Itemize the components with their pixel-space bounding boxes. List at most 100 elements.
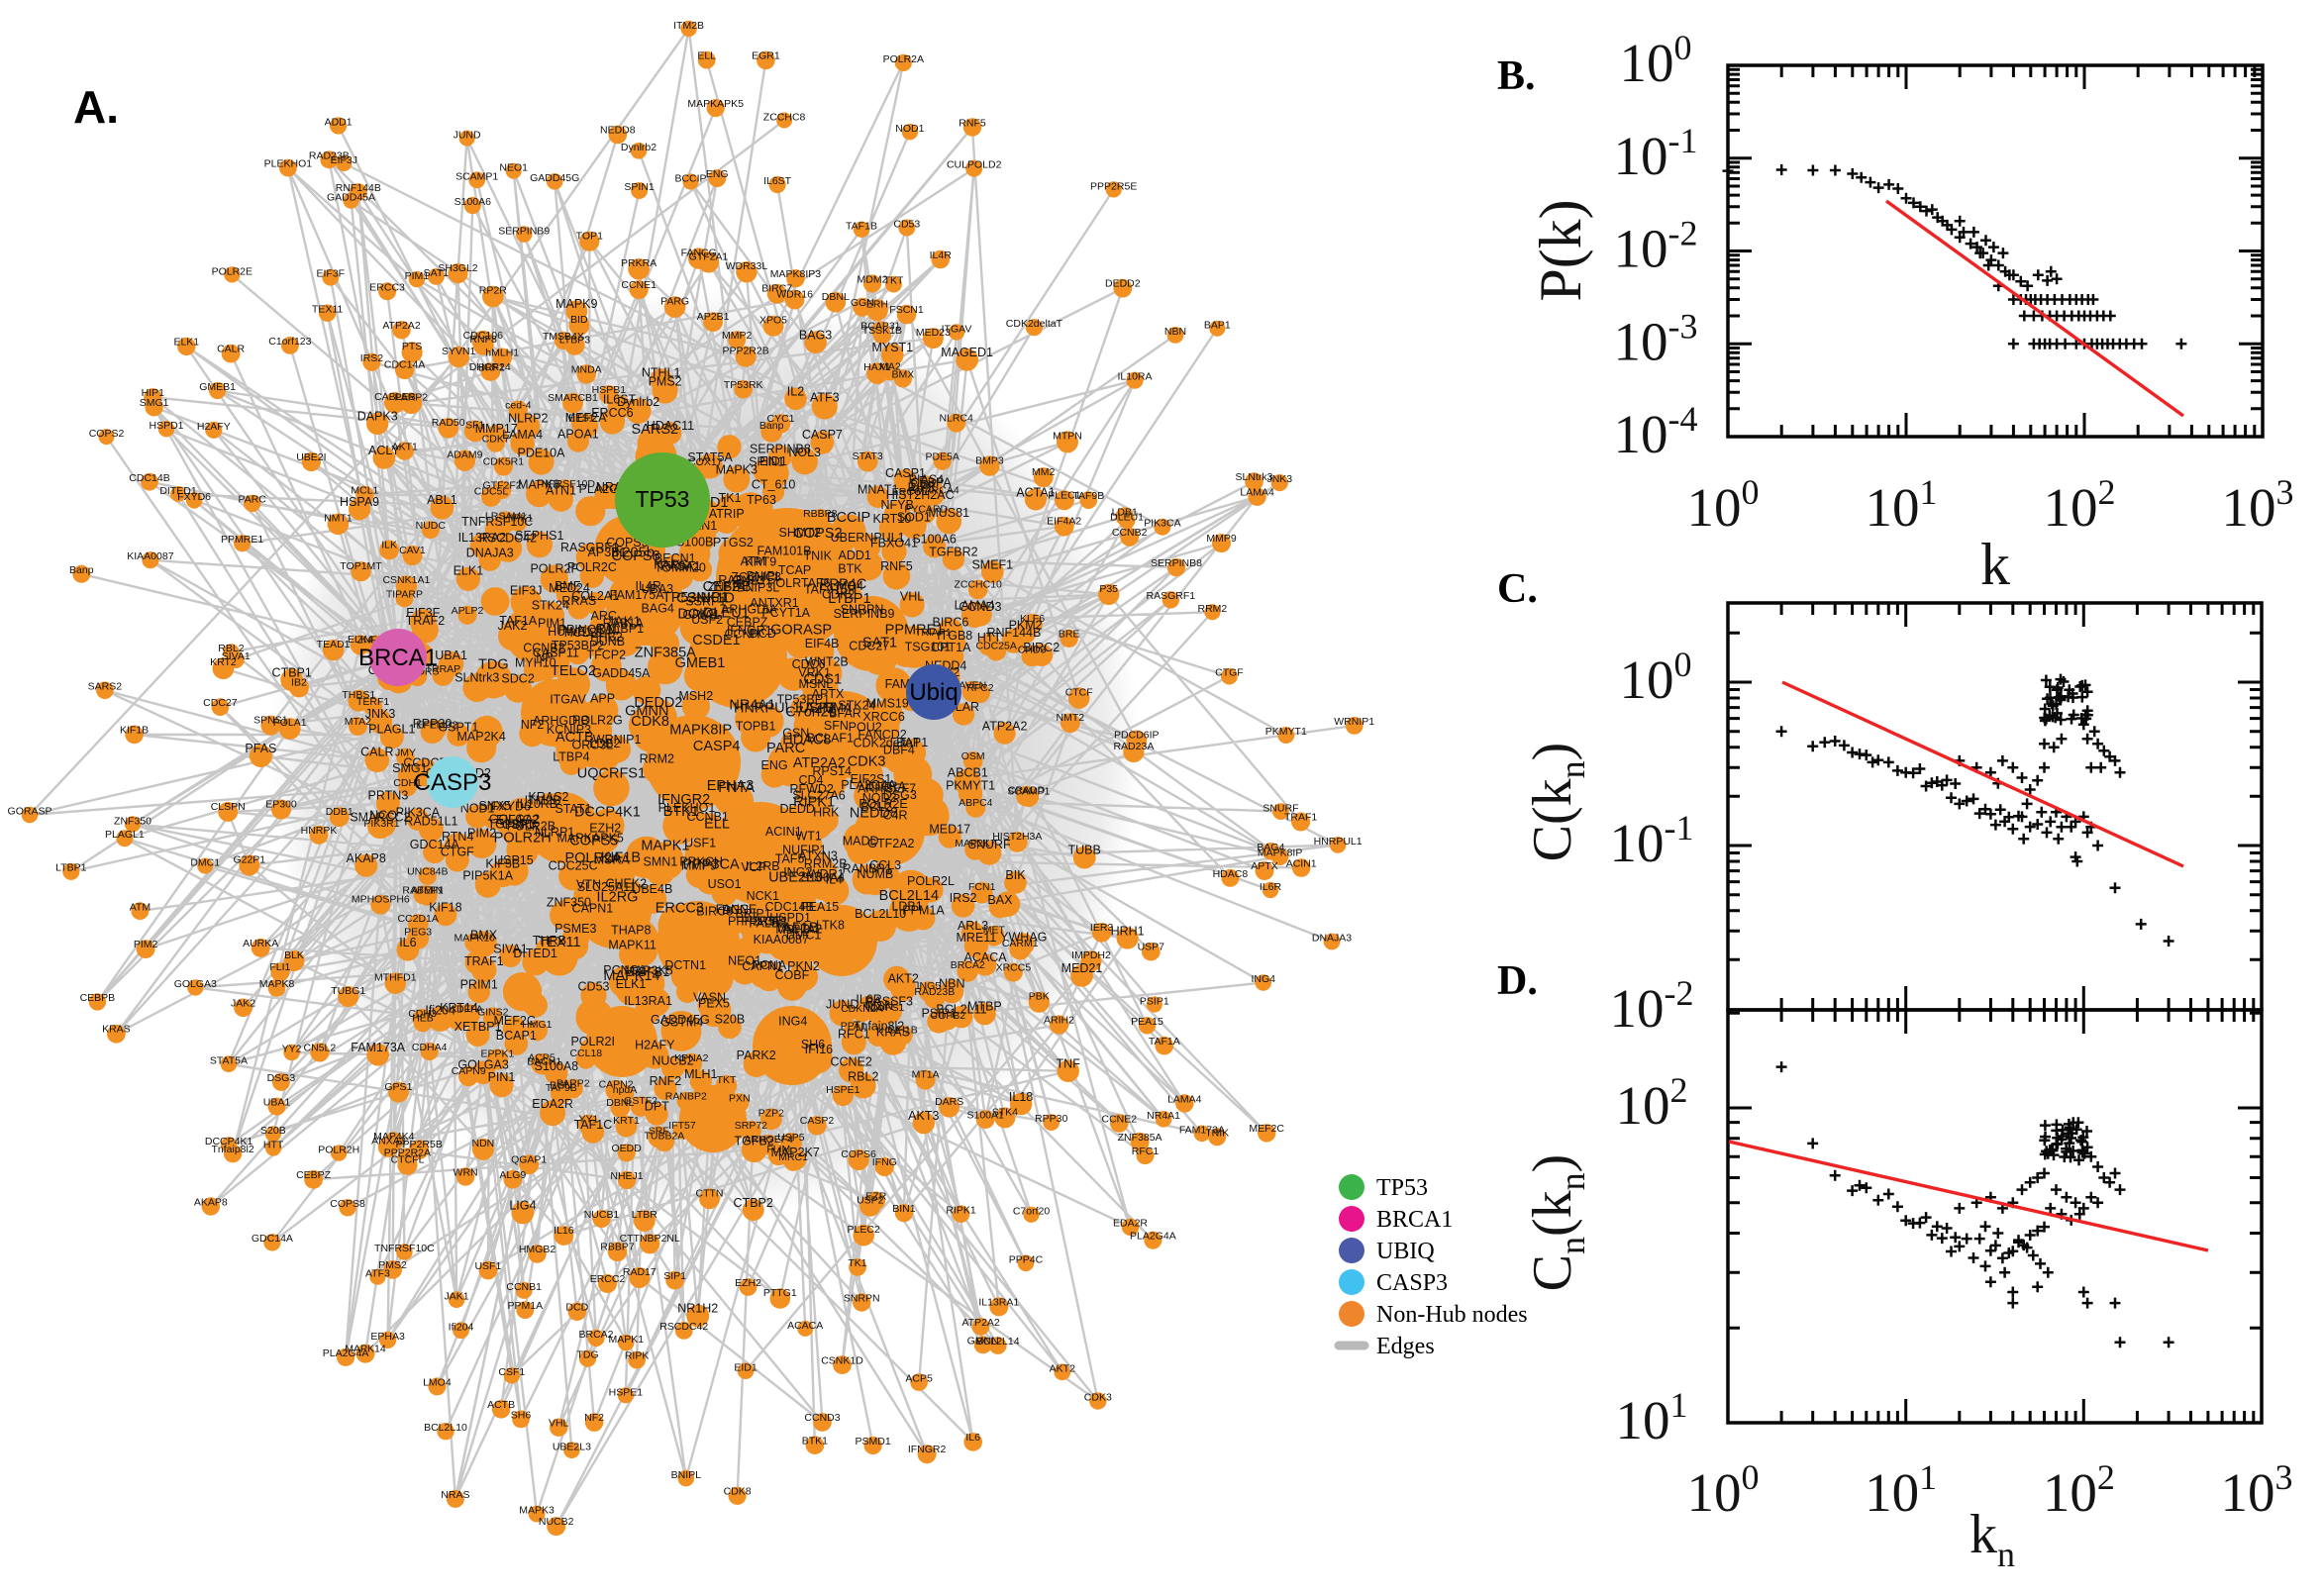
svg-text:ING5: ING5 — [917, 980, 942, 992]
svg-text:JAK2: JAK2 — [498, 619, 528, 633]
svg-text:GOLGA2: GOLGA2 — [489, 813, 540, 827]
svg-text:SLNtrk3: SLNtrk3 — [454, 670, 499, 684]
svg-text:STK4: STK4 — [992, 1106, 1018, 1118]
svg-text:UBE2L3: UBE2L3 — [553, 1441, 591, 1452]
svg-text:MSRA: MSRA — [594, 852, 631, 866]
svg-text:JUND: JUND — [826, 997, 858, 1011]
svg-text:LAMA4: LAMA4 — [1240, 487, 1274, 499]
svg-text:IL4R: IL4R — [930, 249, 953, 261]
svg-text:AP3B1: AP3B1 — [588, 546, 627, 559]
svg-text:RFWD2: RFWD2 — [789, 782, 833, 796]
svg-text:MAPK11: MAPK11 — [608, 938, 656, 951]
svg-text:RNF5: RNF5 — [880, 559, 913, 573]
svg-text:RAD17: RAD17 — [623, 1266, 656, 1278]
svg-text:Dynlrb2: Dynlrb2 — [621, 142, 656, 153]
svg-text:THAP8: THAP8 — [611, 924, 651, 938]
svg-text:ERCC6: ERCC6 — [591, 406, 633, 420]
svg-text:ATF3: ATF3 — [365, 1268, 390, 1280]
svg-text:HNRPUL1: HNRPUL1 — [734, 701, 801, 717]
svg-text:RABEP1: RABEP1 — [402, 884, 444, 896]
svg-text:ATN1: ATN1 — [546, 484, 576, 498]
svg-text:PCYT1A: PCYT1A — [761, 606, 810, 620]
svg-text:RAB4A: RAB4A — [718, 573, 759, 587]
svg-text:ATP2A2: ATP2A2 — [793, 755, 846, 771]
svg-text:TKT: TKT — [884, 275, 904, 287]
svg-text:EP300: EP300 — [265, 799, 297, 811]
svg-text:CCNH: CCNH — [724, 628, 759, 642]
svg-text:TRAF2: TRAF2 — [406, 614, 446, 628]
svg-text:USP15: USP15 — [494, 853, 534, 867]
svg-text:BCL2L10: BCL2L10 — [424, 1422, 467, 1434]
svg-text:NR1H2: NR1H2 — [677, 1302, 718, 1316]
svg-text:DOK2: DOK2 — [677, 607, 717, 623]
svg-text:UBE2I: UBE2I — [296, 451, 326, 463]
svg-text:PIK3CA: PIK3CA — [1144, 518, 1180, 530]
svg-text:THRB: THRB — [533, 934, 566, 948]
svg-text:PDCD6IP: PDCD6IP — [1114, 730, 1160, 742]
svg-text:ACTA1: ACTA1 — [1016, 485, 1055, 499]
svg-text:COX17: COX17 — [688, 456, 723, 468]
svg-text:IMPDH2: IMPDH2 — [1071, 949, 1111, 961]
svg-text:HDAC11: HDAC11 — [647, 419, 694, 433]
svg-text:SAT1: SAT1 — [424, 267, 450, 279]
svg-text:ARHGEF4: ARHGEF4 — [744, 1134, 793, 1146]
svg-text:SRP72: SRP72 — [735, 1120, 767, 1132]
svg-text:CEBPZ: CEBPZ — [727, 615, 768, 629]
svg-text:KIF1B: KIF1B — [120, 725, 149, 737]
svg-text:NLRP1: NLRP1 — [535, 826, 574, 840]
svg-text:TP53: TP53 — [636, 486, 690, 512]
svg-text:S100A6: S100A6 — [454, 196, 492, 208]
svg-text:TAF1C: TAF1C — [574, 1118, 613, 1132]
svg-text:ATP2A2: ATP2A2 — [982, 720, 1028, 734]
svg-text:LTBP4: LTBP4 — [553, 749, 589, 763]
svg-text:PEG3: PEG3 — [404, 927, 432, 939]
svg-text:EIF4G2: EIF4G2 — [496, 813, 539, 827]
svg-text:STAT5A: STAT5A — [687, 450, 733, 464]
svg-text:C4R: C4R — [883, 808, 908, 822]
svg-text:TSG101: TSG101 — [905, 640, 952, 653]
svg-text:ADAM9: ADAM9 — [447, 449, 482, 460]
svg-text:SIVA1: SIVA1 — [493, 942, 528, 955]
svg-text:RIPK1: RIPK1 — [793, 795, 835, 811]
svg-text:BECN1: BECN1 — [655, 551, 696, 565]
svg-text:RPP30: RPP30 — [1035, 1113, 1067, 1125]
svg-text:PSIP1: PSIP1 — [1140, 995, 1169, 1007]
svg-text:PLAGL1: PLAGL1 — [368, 722, 415, 736]
svg-text:BCCIP: BCCIP — [674, 172, 706, 184]
svg-text:ING2: ING2 — [783, 865, 812, 879]
svg-text:ARL3: ARL3 — [958, 919, 988, 933]
svg-text:C.: C. — [1497, 566, 1538, 612]
svg-text:DCCP4K1: DCCP4K1 — [205, 1136, 253, 1147]
svg-text:PIK3R1: PIK3R1 — [363, 818, 399, 830]
svg-text:DBF4: DBF4 — [883, 743, 915, 756]
svg-text:KRT2: KRT2 — [210, 656, 237, 668]
svg-text:MTBP: MTBP — [967, 1000, 1002, 1014]
svg-text:POU2: POU2 — [849, 720, 882, 734]
svg-text:PPMRE1: PPMRE1 — [885, 622, 945, 638]
svg-text:IL10RA: IL10RA — [864, 779, 906, 793]
svg-text:PIM1: PIM1 — [538, 617, 566, 631]
svg-text:NFYB: NFYB — [881, 498, 914, 512]
svg-text:RIPK: RIPK — [908, 481, 938, 495]
svg-text:TUBB: TUBB — [1068, 844, 1101, 857]
svg-text:CDC14B: CDC14B — [765, 900, 814, 914]
svg-text:JUND: JUND — [454, 130, 481, 142]
svg-text:BACH1: BACH1 — [527, 1055, 561, 1067]
svg-text:WNT2B: WNT2B — [805, 655, 849, 669]
svg-text:AP2B1: AP2B1 — [697, 311, 730, 323]
svg-text:CD53: CD53 — [893, 219, 920, 231]
svg-text:Ifi205b: Ifi205b — [611, 546, 655, 561]
svg-text:MDM2: MDM2 — [858, 273, 888, 285]
svg-text:PLEKHO1: PLEKHO1 — [264, 158, 313, 170]
svg-text:HIST2H2AC: HIST2H2AC — [886, 488, 955, 502]
svg-text:PDE10A: PDE10A — [518, 446, 566, 459]
svg-text:CEBPA: CEBPA — [910, 475, 952, 489]
svg-text:RRM2: RRM2 — [1198, 603, 1228, 615]
svg-text:NF2: NF2 — [584, 1412, 604, 1424]
svg-text:GFI1B: GFI1B — [887, 1025, 917, 1037]
svg-text:RAD23B: RAD23B — [914, 986, 955, 998]
svg-text:TGFBR2: TGFBR2 — [929, 546, 977, 559]
svg-text:EGR1: EGR1 — [752, 50, 780, 62]
svg-text:RAB1A: RAB1A — [603, 617, 645, 631]
svg-text:ELL: ELL — [697, 50, 716, 62]
